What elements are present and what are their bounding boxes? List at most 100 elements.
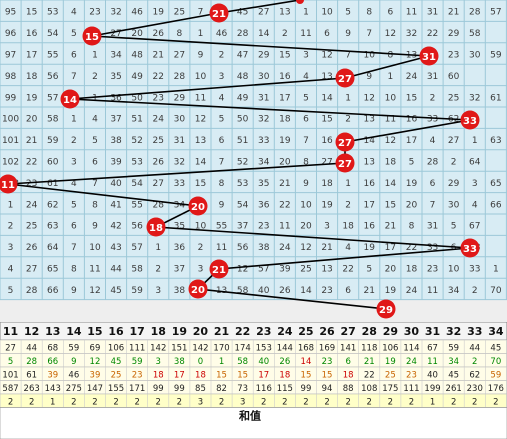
- footer-stats-cell: 115: [277, 384, 293, 394]
- footer-stats-cell: 82: [216, 384, 227, 394]
- footer-header-cell: 18: [151, 325, 166, 338]
- footer-stats-cell: 62: [469, 371, 480, 381]
- cell-value: 28: [26, 286, 38, 296]
- cell-value: 4: [472, 200, 478, 210]
- cell-value: 10: [364, 51, 376, 61]
- footer-stats-cell: 59: [448, 344, 459, 354]
- ball-value: 20: [191, 202, 205, 213]
- cell-value: 42: [110, 222, 121, 232]
- cell-value: 4: [303, 72, 309, 82]
- ball-mark: [0, 174, 18, 194]
- footer-stats-cell: 5: [8, 357, 13, 367]
- cell-value: 12: [237, 265, 248, 275]
- cell-value: 1: [387, 72, 393, 82]
- cell-value: 5: [71, 200, 77, 210]
- cell-value: 5: [92, 136, 98, 146]
- cell-value: 10: [300, 200, 312, 210]
- cell-value: 12: [385, 136, 396, 146]
- cell-value: 63: [47, 222, 58, 232]
- cell-value: 23: [427, 265, 438, 275]
- trend-line-stub: [218, 0, 301, 14]
- ball-mark: [419, 46, 439, 66]
- cell-value: 62: [47, 200, 58, 210]
- ball-value: 21: [212, 265, 226, 276]
- footer-stats-cell: 106: [108, 344, 124, 354]
- cell-value: 31: [427, 72, 438, 82]
- cell-value: 32: [258, 115, 269, 125]
- cell-value: 20: [279, 158, 291, 168]
- cell-value: 54: [237, 200, 249, 210]
- cell-value: 14: [364, 136, 376, 146]
- row-label: 1: [8, 200, 14, 210]
- cell-value: 32: [406, 29, 417, 39]
- cell-value: 14: [258, 29, 270, 39]
- footer-stats-cell: 2: [8, 398, 13, 408]
- ball-mark: [60, 89, 80, 109]
- cell-value: 21: [448, 8, 459, 18]
- ball-value: 14: [63, 95, 77, 106]
- footer-stats-cell: 2: [303, 398, 308, 408]
- footer-label: 和值: [239, 409, 261, 423]
- cell-value: 9: [366, 72, 372, 82]
- trend-grid: 9515534233246192572145271311058611312128…: [0, 0, 507, 322]
- cell-value: 7: [345, 51, 351, 61]
- footer-stats-cell: 142: [192, 344, 208, 354]
- cell-value: 53: [131, 158, 142, 168]
- cell-value: 24: [406, 286, 418, 296]
- cell-value: 33: [469, 265, 480, 275]
- cell-value: 2: [345, 115, 351, 125]
- cell-value: 14: [300, 286, 312, 296]
- footer-stats-cell: 6: [345, 357, 350, 367]
- footer-stats-cell: 18: [153, 371, 164, 381]
- cell-value: 2: [282, 29, 288, 39]
- cell-value: 55: [47, 51, 58, 61]
- cell-value: 28: [469, 8, 481, 18]
- footer-stats-cell: 18: [279, 371, 290, 381]
- cell-value: 22: [406, 243, 417, 253]
- footer-stats-cell: 28: [26, 357, 37, 367]
- cell-value: 15: [195, 179, 206, 189]
- footer-stats-cell: 12: [90, 357, 101, 367]
- cell-value: 26: [153, 158, 165, 168]
- cell-value: 22: [427, 29, 438, 39]
- cell-value: 11: [279, 222, 290, 232]
- cell-value: 57: [490, 8, 501, 18]
- cell-value: 35: [174, 222, 185, 232]
- cell-value: 49: [237, 93, 249, 103]
- cell-value: 8: [92, 200, 98, 210]
- footer-stats-cell: 1: [50, 398, 55, 408]
- cell-value: 30: [469, 51, 481, 61]
- cell-value: 26: [279, 286, 291, 296]
- cell-value: 2: [92, 72, 98, 82]
- ball-value: 11: [1, 180, 15, 191]
- footer-stats-cell: 108: [361, 384, 377, 394]
- footer-stats-cell: 3: [156, 357, 161, 367]
- footer-stats-cell: 99: [153, 384, 164, 394]
- footer-header-cell: 15: [87, 325, 102, 338]
- ball-mark: [335, 153, 355, 173]
- footer-stats-cell: 9: [71, 357, 76, 367]
- cell-value: 67: [469, 222, 480, 232]
- ball-mark: [209, 259, 229, 279]
- cell-value: 16: [364, 222, 376, 232]
- cell-value: 7: [198, 8, 204, 18]
- cell-value: 28: [153, 200, 165, 210]
- cell-value: 18: [26, 72, 38, 82]
- cell-value: 2: [219, 51, 225, 61]
- cell-value: 6: [324, 29, 330, 39]
- cell-value: 35: [110, 72, 121, 82]
- footer-stats-cell: 40: [258, 357, 269, 367]
- cell-value: 27: [174, 51, 185, 61]
- cell-value: 11: [300, 29, 311, 39]
- cell-value: 9: [303, 179, 309, 189]
- cell-value: 52: [131, 136, 142, 146]
- footer-header-cell: 28: [362, 325, 377, 338]
- footer-stats-cell: 15: [301, 371, 312, 381]
- footer-stats-cell: 143: [45, 384, 61, 394]
- footer-stats-cell: 2: [324, 398, 329, 408]
- footer-stats-cell: 2: [177, 398, 182, 408]
- cell-value: 51: [131, 115, 142, 125]
- footer-header-cell: 30: [404, 325, 420, 338]
- footer-stats-cell: 67: [427, 344, 438, 354]
- cell-value: 18: [279, 115, 291, 125]
